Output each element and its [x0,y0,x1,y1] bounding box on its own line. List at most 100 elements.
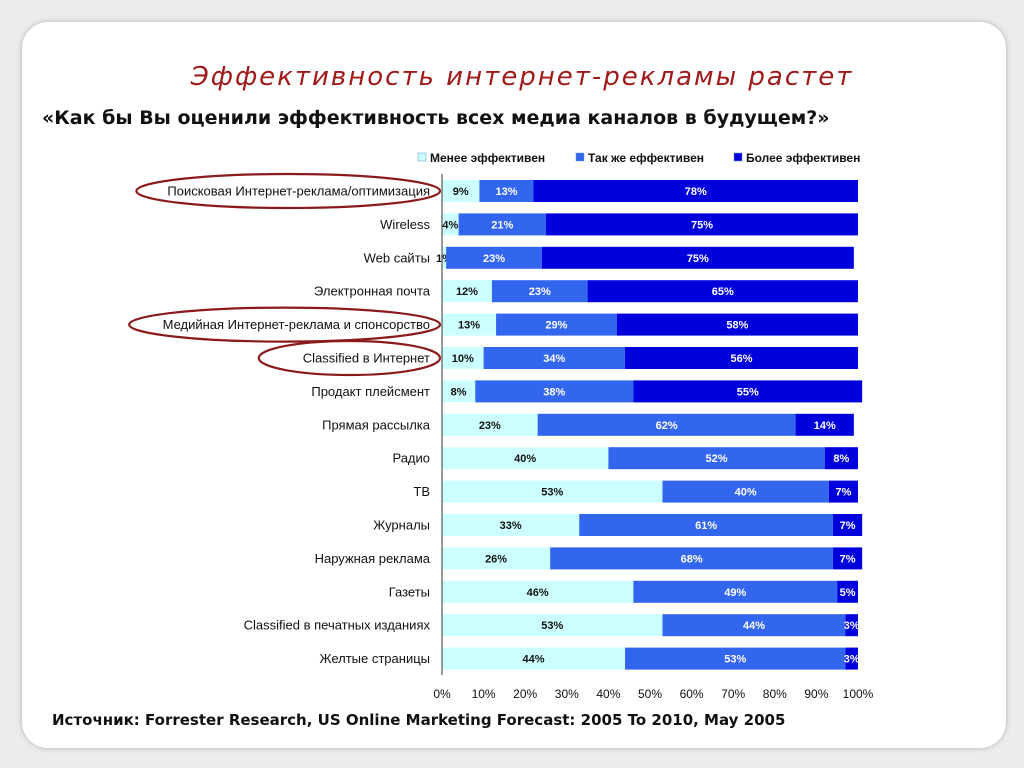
bar-segment [442,514,580,536]
bar-segment [546,213,858,236]
x-tick-label: 60% [680,687,704,701]
bar-segment [458,213,546,236]
bar-segment [442,380,476,403]
category-label: Газеты [389,584,430,599]
data-label: 40% [514,453,536,465]
legend-swatch [575,152,585,162]
category-label: Classified в печатных изданиях [244,618,431,633]
x-tick-label: 30% [555,687,579,701]
bar-segment [442,580,634,603]
bar-segment [795,413,854,436]
data-label: 13% [458,320,480,332]
data-label: 78% [685,186,707,198]
bar-segment [479,180,534,202]
legend-swatch [417,152,427,162]
data-label: 46% [527,587,549,599]
category-label: Прямая рассылка [322,417,431,432]
bar-segment [442,413,538,436]
survey-question: «Как бы Вы оценили эффективность всех ме… [42,107,830,129]
data-label: 21% [491,219,513,231]
bar-segment [662,480,829,503]
data-label: 53% [724,654,746,666]
x-tick-label: 100% [843,687,874,701]
data-label: 23% [529,286,551,298]
data-label: 75% [691,219,713,231]
category-label: Wireless [380,217,430,232]
bar-segment [633,380,863,403]
bar-segment [824,447,858,470]
bar-segment [625,647,846,670]
bar-segment [475,380,634,403]
category-label: Поисковая Интернет-реклама/оптимизация [167,184,430,199]
data-label: 12% [456,286,478,298]
data-label: 65% [712,286,734,298]
bar-segment [837,580,858,603]
data-label: 7% [840,553,856,565]
data-label: 55% [737,386,759,398]
data-label: 23% [479,420,501,432]
data-label: 4% [442,219,458,231]
data-label: 8% [451,386,467,398]
bar-segment [442,180,480,202]
legend-label: Менее эффективен [430,151,545,165]
category-label: Наружная реклама [315,551,431,566]
bar-segment [608,447,825,470]
bar-segment [442,280,492,303]
bar-segment [541,246,854,269]
data-label: 61% [695,520,717,532]
bar-segment [616,313,858,336]
x-tick-label: 20% [513,687,537,701]
data-label: 5% [840,587,856,599]
bar-segment [662,614,846,637]
data-label: 26% [485,553,507,565]
highlight-ellipse [135,172,442,210]
data-label: 44% [743,620,765,632]
bar-segment [833,514,863,536]
bar-segment [537,413,796,436]
bar-segment [442,347,484,369]
data-label: 53% [541,487,563,499]
data-label: 44% [523,654,545,666]
bar-segment [533,180,858,202]
x-tick-label: 0% [433,687,451,701]
data-label: 29% [545,320,567,332]
x-tick-label: 10% [472,687,496,701]
bar-segment [633,580,838,603]
bar-segment [828,480,858,503]
category-label: Радио [392,451,430,466]
data-label: 49% [724,587,746,599]
bar-segment [845,614,858,637]
bar-segment [483,347,626,369]
data-label: 7% [840,520,856,532]
data-label: 23% [483,253,505,265]
legend-label: Так же еффективен [588,151,704,165]
category-label: Classified в Интернет [303,351,430,366]
data-label: 56% [731,353,753,365]
category-label: Журналы [373,518,430,533]
source-note: Источник: Forrester Research, US Online … [52,711,786,729]
bar-segment [446,246,542,269]
data-label: 34% [543,353,565,365]
data-label: 14% [814,420,836,432]
data-label: 10% [452,353,474,365]
data-label: 9% [453,186,469,198]
category-label: Медийная Интернет-реклама и спонсорство [163,317,430,332]
category-label: Желтые страницы [319,651,430,666]
highlight-ellipse [128,306,442,343]
bar-segment [625,347,858,369]
category-label: Web сайты [364,250,430,265]
bar-segment [496,313,617,336]
bar-segment [550,547,834,570]
data-label: 3% [844,654,860,666]
bar-segment [442,313,497,336]
data-label: 8% [833,453,849,465]
bar-segment [587,280,858,303]
bar-segment [845,647,858,670]
category-label: Электронная почта [314,284,431,299]
x-tick-label: 70% [721,687,745,701]
bar-segment [442,213,459,236]
data-label: 52% [706,453,728,465]
data-label: 33% [500,520,522,532]
bar-segment [833,547,863,570]
